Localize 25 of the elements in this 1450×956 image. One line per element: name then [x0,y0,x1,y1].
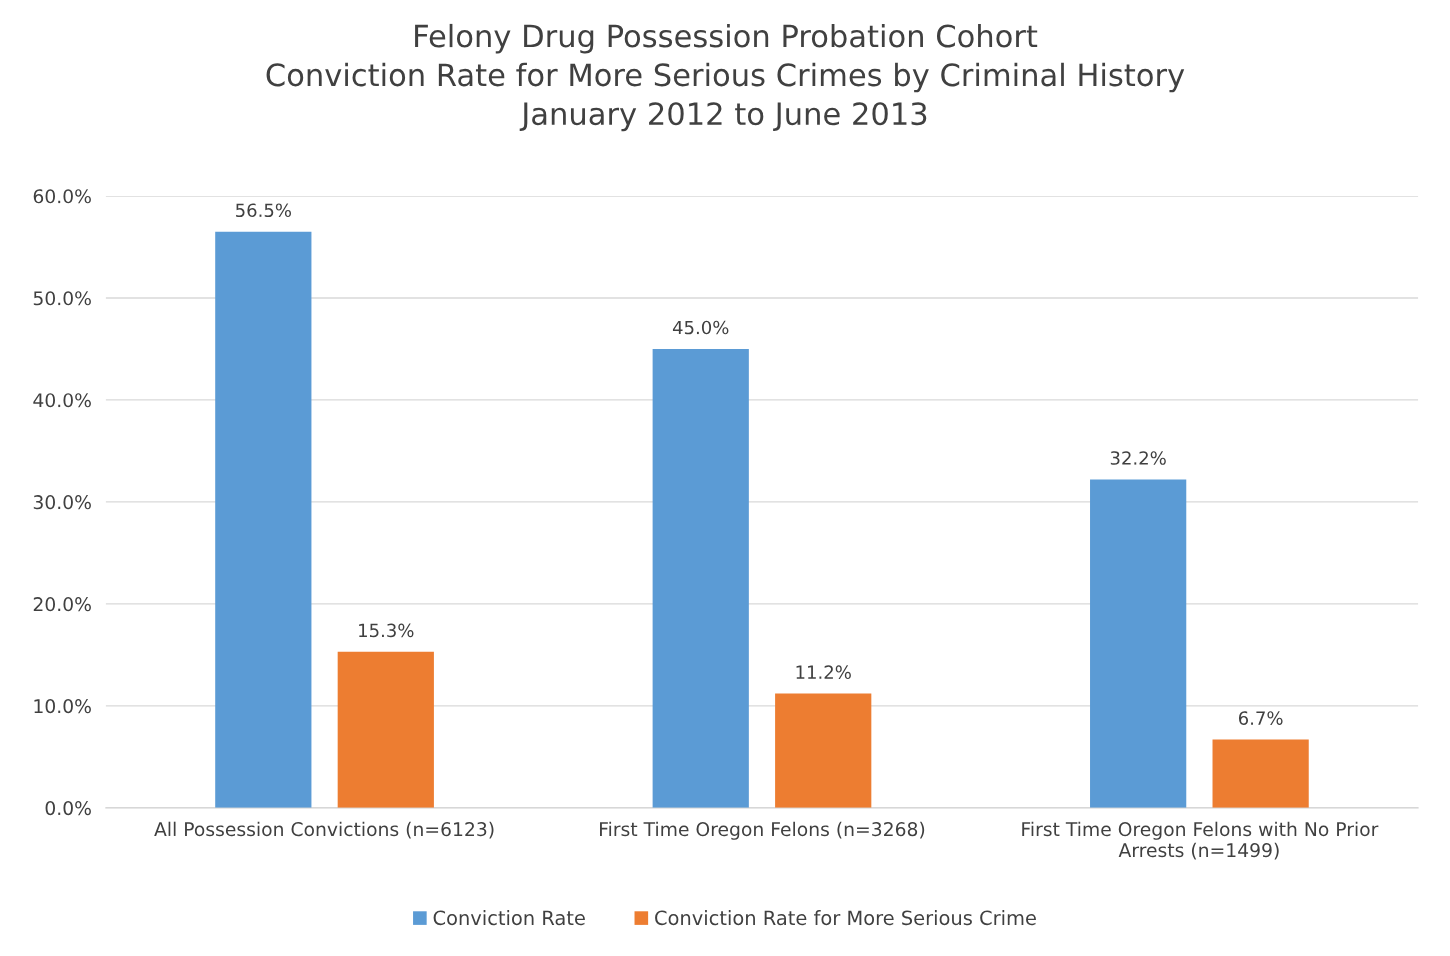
chart-title: Felony Drug Possession Probation Cohort Conviction Rate for More Serious Crimes by Criminal History January 2012 to June 2013 [266,23,1185,132]
data-label: 32.2% [1110,451,1166,465]
bar [215,231,312,808]
y-tick-label: 30.0% [33,495,91,510]
data-label: 56.5% [236,203,291,218]
y-tick-label: 60.0% [33,189,91,204]
bar [652,348,749,808]
x-tick-label: All Possession Convictions (n=6123) [154,821,494,839]
legend-label: Conviction Rate [433,910,585,926]
x-tick-label: First Time Oregon Felons with No Prior Arrests (n=1499) [1022,821,1379,860]
data-label: 15.3% [359,623,414,638]
bar [1090,479,1187,808]
bar [775,693,872,808]
y-tick-label: 10.0% [34,699,91,714]
y-tick-label: 40.0% [33,393,91,408]
x-tick-label: First Time Oregon Felons (n=3268) [600,821,925,840]
y-tick-label: 0.0% [45,801,91,816]
data-label: 6.7% [1238,711,1283,725]
bar [1212,739,1309,808]
data-label: 11.2% [796,665,851,679]
data-label: 45.0% [672,320,729,335]
y-tick-label: 20.0% [33,597,91,612]
legend-label: Conviction Rate for More Serious Crime [655,910,1036,926]
y-tick-label: 50.0% [33,291,91,306]
bar [337,651,434,808]
